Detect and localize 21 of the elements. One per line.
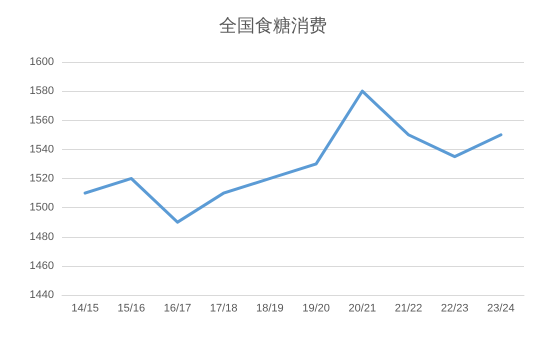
x-tick-label: 16/17 [164, 302, 192, 314]
x-tick-label: 17/18 [210, 302, 238, 314]
x-tick-label: 23/24 [487, 302, 515, 314]
x-tick-label: 20/21 [348, 302, 376, 314]
x-tick-label: 22/23 [440, 302, 468, 314]
y-tick-label: 1480 [30, 230, 54, 243]
y-tick-label: 1500 [30, 202, 54, 214]
chart-title: 全国食糖消费 [219, 16, 327, 36]
x-tick-label: 19/20 [302, 302, 330, 314]
y-tick-label: 1600 [30, 56, 54, 68]
y-tick-label: 1580 [30, 85, 54, 98]
line-series [84, 90, 502, 224]
x-tick-label: 15/16 [118, 302, 146, 314]
y-tick-label: 1560 [30, 114, 54, 126]
y-tick-label: 1520 [30, 172, 54, 184]
x-tick-label: 14/15 [71, 302, 99, 314]
y-tick-label: 1460 [30, 260, 54, 272]
y-tick-label: 1540 [30, 143, 54, 156]
x-tick-label: 18/19 [256, 302, 284, 314]
x-tick-label: 21/22 [394, 302, 422, 314]
y-tick-label: 1440 [30, 289, 54, 301]
